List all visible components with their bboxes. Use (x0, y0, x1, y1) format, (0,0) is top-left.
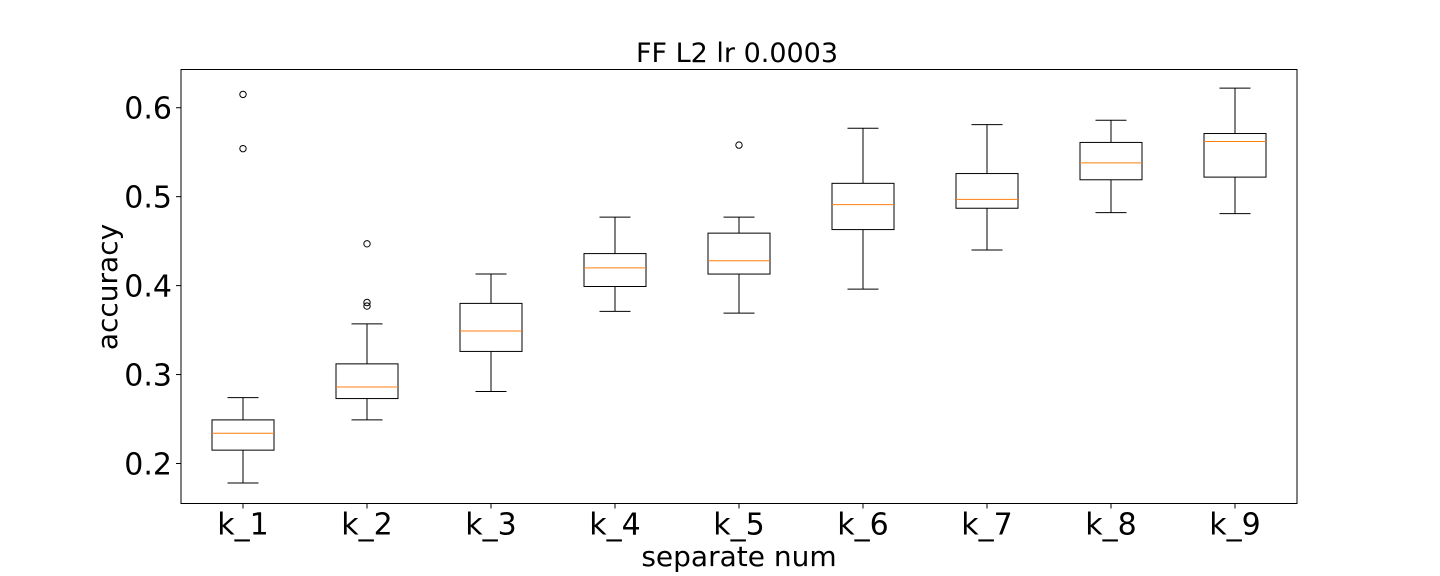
x-tick-label: k_8 (1085, 508, 1136, 543)
box-k_8 (1079, 119, 1143, 214)
x-tick-label: k_4 (589, 508, 640, 543)
y-tick-label: 0.4 (124, 270, 172, 305)
flier-point (239, 144, 247, 153)
box-iqr (955, 173, 1019, 209)
y-axis: 0.2 0.3 0.4 0.5 0.6 (124, 92, 181, 482)
box-k_3 (459, 273, 523, 392)
plot-area (211, 87, 1267, 484)
x-tick-label: k_5 (713, 508, 764, 543)
y-axis-label: accuracy (91, 224, 124, 350)
y-tick-label: 0.2 (124, 447, 172, 482)
box-iqr (1079, 141, 1143, 181)
x-tick-label: k_9 (1209, 508, 1260, 543)
x-tick-label: k_6 (837, 508, 888, 543)
y-tick-label: 0.5 (124, 181, 172, 216)
box-iqr (211, 419, 275, 451)
box-iqr (1203, 133, 1267, 178)
box-k_2 (335, 240, 399, 421)
x-tick-label: k_2 (341, 508, 392, 543)
x-tick-label: k_7 (961, 508, 1012, 543)
x-tick-label: k_1 (217, 508, 268, 543)
box-k_4 (583, 216, 647, 312)
box-iqr (335, 363, 399, 400)
x-axis: k_1 k_2 k_3 k_4 k_5 k_6 k_7 k_8 k_9 (217, 503, 1261, 543)
box-iqr (831, 182, 895, 231)
flier-point (363, 240, 371, 248)
x-axis-label: separate num (641, 540, 836, 573)
flier-point (363, 302, 371, 310)
y-tick-label: 0.3 (124, 359, 172, 394)
chart-title: FF L2 lr 0.0003 (636, 38, 838, 69)
flier-point (363, 298, 371, 307)
box-k_1 (211, 90, 275, 484)
box-k_9 (1203, 87, 1267, 215)
box-iqr (583, 253, 647, 288)
box-k_7 (955, 124, 1019, 251)
y-tick-label: 0.6 (124, 92, 172, 127)
box-iqr (459, 302, 523, 352)
x-tick-label: k_3 (465, 508, 516, 543)
box-k_6 (831, 127, 895, 290)
box-iqr (707, 232, 771, 275)
flier-point (239, 90, 247, 99)
box-k_5 (707, 141, 771, 314)
flier-point (735, 141, 743, 149)
